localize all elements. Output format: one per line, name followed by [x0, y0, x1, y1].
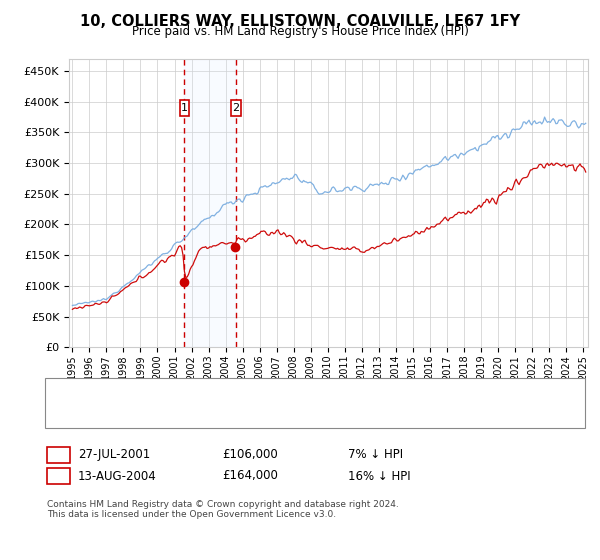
Text: 10, COLLIERS WAY, ELLISTOWN, COALVILLE, LE67 1FY (detached house): 10, COLLIERS WAY, ELLISTOWN, COALVILLE, …	[95, 387, 488, 397]
Text: 2: 2	[55, 469, 62, 483]
Text: 1: 1	[55, 448, 62, 461]
Text: £164,000: £164,000	[222, 469, 278, 483]
Text: 10, COLLIERS WAY, ELLISTOWN, COALVILLE, LE67 1FY: 10, COLLIERS WAY, ELLISTOWN, COALVILLE, …	[80, 14, 520, 29]
Text: 27-JUL-2001: 27-JUL-2001	[78, 448, 150, 461]
Bar	[179, 100, 189, 115]
Text: 2: 2	[233, 103, 239, 113]
Text: 13-AUG-2004: 13-AUG-2004	[78, 469, 157, 483]
Text: 16% ↓ HPI: 16% ↓ HPI	[348, 469, 410, 483]
Text: £106,000: £106,000	[222, 448, 278, 461]
Bar	[232, 100, 241, 115]
Text: 7% ↓ HPI: 7% ↓ HPI	[348, 448, 403, 461]
Text: Contains HM Land Registry data © Crown copyright and database right 2024.
This d: Contains HM Land Registry data © Crown c…	[47, 500, 398, 519]
Text: Price paid vs. HM Land Registry's House Price Index (HPI): Price paid vs. HM Land Registry's House …	[131, 25, 469, 38]
Text: 1: 1	[181, 103, 188, 113]
Bar	[184, 59, 236, 347]
Text: HPI: Average price, detached house, North West Leicestershire: HPI: Average price, detached house, Nort…	[95, 409, 437, 419]
